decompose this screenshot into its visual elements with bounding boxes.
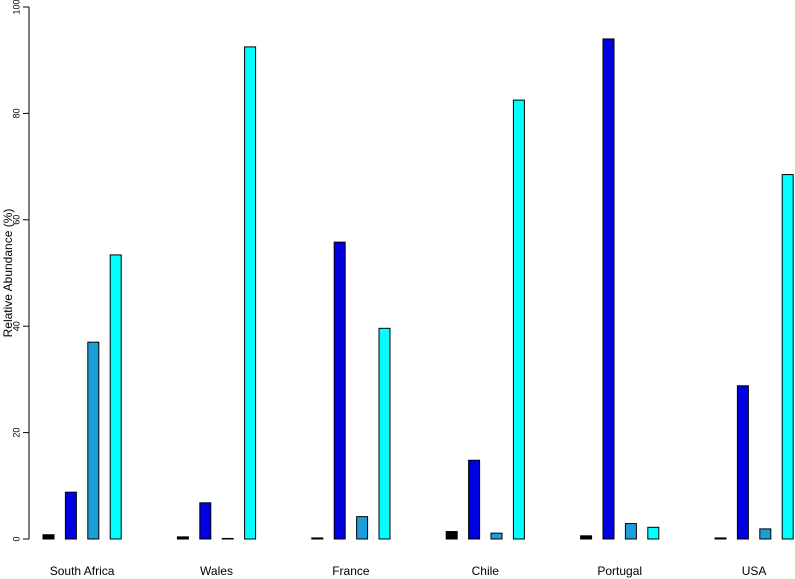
bar <box>221 537 234 540</box>
bar <box>311 537 324 540</box>
y-tick-label: 100 <box>11 0 21 15</box>
bar <box>87 341 100 540</box>
y-tick-label: 80 <box>11 108 21 118</box>
bar <box>602 38 615 540</box>
bar <box>378 327 391 540</box>
bar <box>109 254 122 540</box>
x-tick-label: Portugal <box>597 564 642 578</box>
bar <box>176 536 189 540</box>
bar <box>490 532 503 540</box>
bar <box>736 385 749 540</box>
bar <box>42 534 55 540</box>
bar <box>714 537 727 540</box>
x-tick-label: Chile <box>472 564 500 578</box>
bar <box>647 526 660 540</box>
bar <box>356 516 369 540</box>
y-axis-title: Relative Abundance (%) <box>1 209 15 338</box>
bar <box>759 528 772 540</box>
bar <box>333 241 346 540</box>
bar <box>781 174 794 540</box>
y-tick-label: 0 <box>11 536 21 541</box>
x-tick-label: France <box>332 564 370 578</box>
bar <box>468 459 481 540</box>
x-tick-label: South Africa <box>50 564 115 578</box>
bar <box>512 99 525 540</box>
bar <box>580 535 593 540</box>
y-tick-label: 20 <box>11 428 21 438</box>
bar <box>244 46 257 540</box>
bar <box>199 502 212 540</box>
bar <box>64 491 77 540</box>
y-tick-label: 60 <box>11 215 21 225</box>
x-tick-label: USA <box>742 564 767 578</box>
bar <box>445 531 458 540</box>
y-tick-label: 40 <box>11 321 21 331</box>
bar <box>624 523 637 540</box>
x-tick-label: Wales <box>200 564 233 578</box>
